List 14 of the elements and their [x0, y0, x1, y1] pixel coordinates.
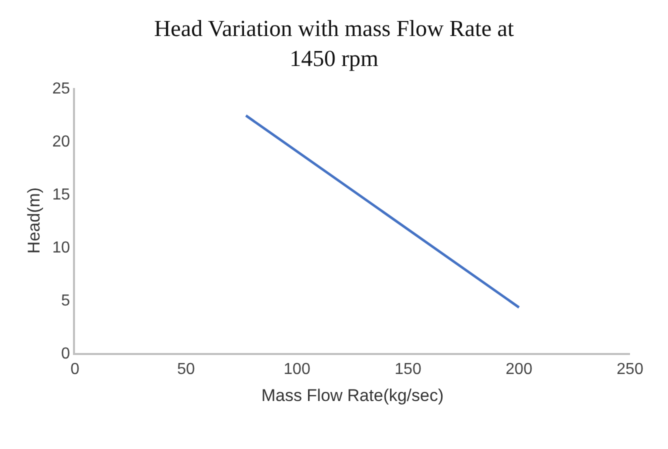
x-tick-label: 250	[616, 360, 644, 378]
x-tick-label: 100	[284, 360, 310, 378]
y-axis-title: Head(m)	[24, 187, 44, 254]
y-tick-label: 0	[61, 346, 70, 363]
y-tick-label: 10	[52, 240, 70, 257]
x-tick-label: 50	[177, 360, 195, 378]
y-tick-label: 5	[61, 292, 70, 310]
chart-title: Head Variation with mass Flow Rate at 1450 rpm	[154, 16, 515, 71]
y-tick-label: 20	[52, 134, 70, 151]
y-tick-label: 25	[52, 80, 70, 98]
x-tick-label: 200	[506, 360, 532, 378]
y-tick-label: 15	[52, 186, 70, 204]
x-axis-title: Mass Flow Rate(kg/sec)	[261, 386, 444, 405]
x-tick-label: 150	[394, 360, 422, 378]
